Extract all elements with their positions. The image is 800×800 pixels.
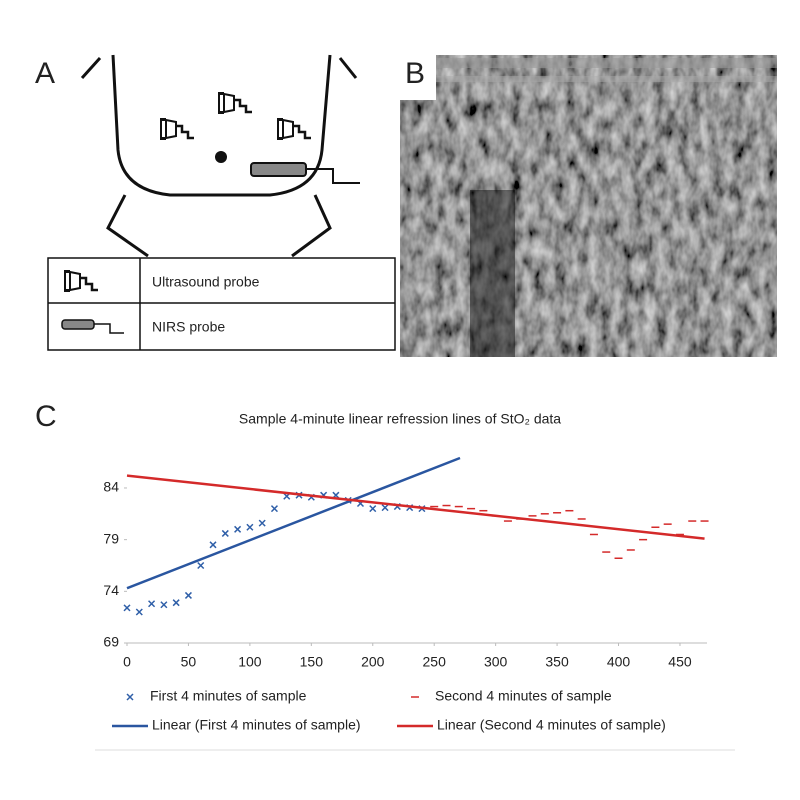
legend-text: Second 4 minutes of sample [435, 688, 612, 704]
x-tick-label: 50 [181, 654, 197, 670]
point [221, 529, 229, 537]
ear-line [80, 56, 102, 80]
point [369, 505, 377, 513]
ultrasound-probe [275, 116, 313, 142]
legend-text: First 4 minutes of sample [150, 688, 307, 704]
shoulder [291, 194, 332, 258]
point [172, 599, 180, 607]
chart-title: Sample 4-minute linear refression lines … [239, 411, 561, 427]
point [381, 504, 389, 512]
point [209, 541, 217, 549]
x-tick-label: 300 [484, 654, 508, 670]
x-tick-label: 150 [300, 654, 324, 670]
point [246, 523, 254, 531]
point [197, 561, 205, 570]
marker-dot [215, 151, 227, 163]
x-tick-label: 450 [668, 654, 692, 670]
y-tick-label: 84 [103, 479, 119, 495]
x-tick-label: 250 [423, 654, 447, 670]
x-tick-label: 200 [361, 654, 385, 670]
point [148, 600, 156, 608]
x-tick-label: 400 [607, 654, 631, 670]
x-tick-label: 100 [238, 654, 262, 670]
ultrasound-image [400, 55, 777, 357]
x-tick-label: 350 [545, 654, 569, 670]
legend-text: Ultrasound probe [152, 274, 260, 290]
point [258, 519, 266, 527]
legend-table: Ultrasound probe NIRS probe [47, 257, 396, 351]
nirs-probe [250, 162, 307, 177]
point [270, 505, 278, 513]
y-tick-label: 69 [103, 634, 119, 650]
point [184, 591, 192, 599]
point [135, 608, 143, 616]
panel-label: C [35, 400, 57, 433]
regression-line [126, 456, 461, 590]
diagram [80, 54, 358, 258]
legend-swatch [126, 693, 134, 701]
legend-text: Linear (First 4 minutes of sample) [152, 717, 361, 733]
panel-label: A [35, 57, 55, 90]
y-tick-label: 74 [103, 582, 119, 598]
ultrasound-probe [216, 90, 254, 116]
x-tick-label: 0 [123, 654, 131, 670]
legend-text: Linear (Second 4 minutes of sample) [437, 717, 666, 733]
point [234, 525, 242, 533]
regression-line [126, 474, 705, 540]
head-outline [111, 54, 332, 197]
legend-text: NIRS probe [152, 319, 225, 335]
y-tick-label: 79 [103, 530, 119, 546]
panel-label: B [405, 57, 425, 90]
point [160, 601, 168, 609]
point [123, 604, 131, 612]
ultrasound-probe [158, 116, 196, 142]
nirs-cable [306, 168, 360, 184]
ear-line [338, 57, 358, 79]
shoulder [106, 194, 149, 258]
